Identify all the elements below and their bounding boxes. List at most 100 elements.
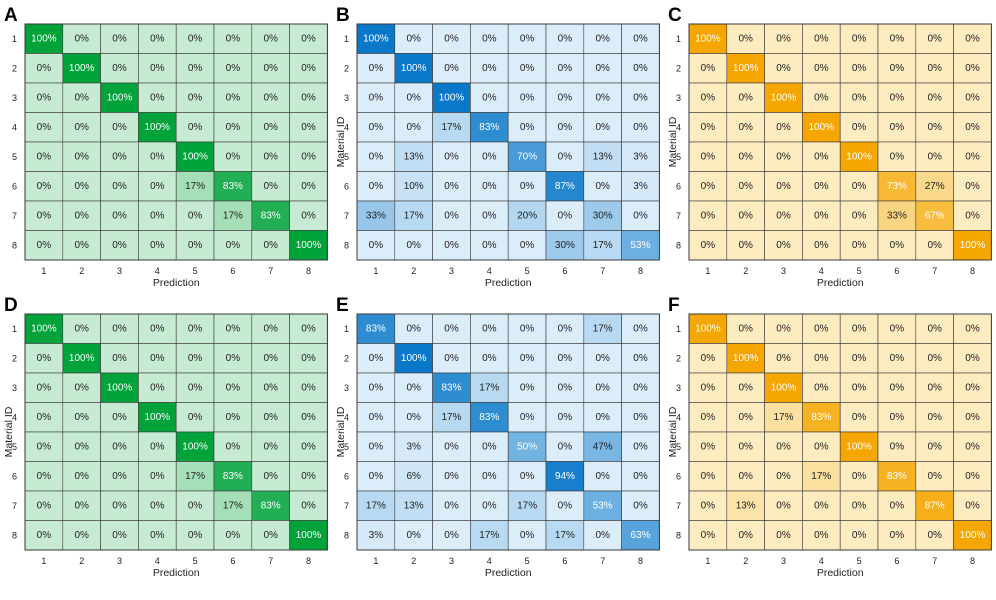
panel-a-cell-label: 0% — [226, 92, 241, 103]
panel-a-cell — [138, 112, 177, 143]
panel-e-cell — [545, 402, 585, 433]
panel-c-cell-label: 0% — [927, 33, 942, 44]
panel-f-cell-label: 17% — [811, 471, 831, 482]
panel-c-cell-label: 0% — [890, 63, 905, 74]
panel-b: B 100% 0% 0% 0% 0% 0% 0% 0% 0% 100% 0% 0% 0% 0% 0% 0% 0% 0… — [335, 5, 660, 289]
panel-d-x-tick: 2 — [79, 556, 84, 566]
panel-c-cell — [764, 23, 803, 54]
panel-f-cell-label: 100% — [960, 530, 986, 541]
panel-b-cell-label: 0% — [633, 92, 648, 103]
panel-b-cell — [394, 23, 433, 54]
panel-c-y-tick: 7 — [676, 211, 681, 221]
panel-f-cell-label: 0% — [965, 412, 980, 423]
panel-e-cell-label: 17% — [517, 500, 537, 511]
panel-b-x-tick: 2 — [411, 266, 416, 276]
panel-f-cell — [953, 520, 992, 551]
panel-b-cell-label: 0% — [633, 33, 648, 44]
panel-e-cell-label: 0% — [482, 500, 497, 511]
panel-c-cell — [764, 141, 803, 172]
panel-b-cell-label: 0% — [369, 92, 384, 103]
panel-e-cell — [583, 490, 622, 521]
panel-f-cell — [915, 431, 954, 462]
panel-f-cell — [726, 431, 765, 462]
panel-c-cell-label: 100% — [771, 92, 797, 103]
panel-a-cell-label: 0% — [301, 210, 316, 221]
panel-c-cell-label: 0% — [965, 210, 980, 221]
panel-d-cell-label: 0% — [226, 323, 241, 334]
panel-f-cell-label: 100% — [733, 353, 759, 364]
panel-b-cell-label: 100% — [363, 33, 389, 44]
panel-c-y-tick: 3 — [676, 93, 681, 103]
panel-f-cell-label: 0% — [927, 353, 942, 364]
panel-a-cell — [251, 171, 290, 202]
panel-a-cell — [175, 200, 215, 231]
panel-a-cell-label: 0% — [74, 92, 89, 103]
panel-d-y-tick: 1 — [12, 324, 17, 334]
panel-a-cell — [251, 82, 290, 113]
panel-f-cell-label: 0% — [927, 382, 942, 393]
panel-d-cell — [175, 461, 215, 492]
panel-e-cell-label: 0% — [406, 530, 421, 541]
panel-c-cell — [953, 82, 992, 113]
panel-e-cell — [432, 431, 471, 462]
panel-f-y-tick: 7 — [676, 501, 681, 511]
panel-d-cell — [62, 372, 101, 403]
panel-b-cell-label: 0% — [520, 92, 535, 103]
panel-f-cell — [726, 490, 765, 521]
panel-e-cell-label: 17% — [479, 530, 499, 541]
panel-b-cell-label: 0% — [520, 240, 535, 251]
panel-c-cell — [688, 230, 728, 261]
panel-a-cell-label: 0% — [37, 210, 52, 221]
panel-f-cell — [726, 372, 765, 403]
panel-a-cell-label: 0% — [226, 63, 241, 74]
panel-b-cell — [545, 171, 585, 202]
panel-c-cell-label: 0% — [814, 210, 829, 221]
panel-f-cell — [839, 402, 879, 433]
panel-f-cell-label: 0% — [890, 441, 905, 452]
panel-d-cell-label: 83% — [261, 500, 281, 511]
panel-c-cell — [953, 53, 992, 84]
panel-c-cell-label: 0% — [776, 63, 791, 74]
panel-f-cell-label: 100% — [695, 323, 721, 334]
panel-f-x-tick: 4 — [819, 556, 824, 566]
panel-c-cell-label: 0% — [814, 151, 829, 162]
panel-e-cell — [470, 490, 509, 521]
panel-b-cell-label: 0% — [558, 122, 573, 133]
panel-a-cell-label: 0% — [150, 240, 165, 251]
panel-a-cell-label: 0% — [188, 240, 203, 251]
panel-f-cell-label: 0% — [701, 412, 716, 423]
panel-d-cell — [251, 520, 290, 551]
panel-c-cell-label: 0% — [890, 92, 905, 103]
panel-e-cell-label: 0% — [369, 353, 384, 364]
panel-e-cell — [583, 343, 622, 374]
panel-d-cell — [138, 343, 177, 374]
panel-e-cell — [507, 343, 547, 374]
panel-b-cell-label: 83% — [479, 122, 499, 133]
panel-c-cell — [726, 82, 765, 113]
panel-d-cell — [213, 490, 253, 521]
panel-c-cell-label: 0% — [927, 122, 942, 133]
panel-e-cell — [621, 520, 660, 551]
panel-f-cell — [839, 313, 879, 344]
panel-d-cell — [100, 372, 139, 403]
panel-c-x-tick: 8 — [970, 266, 975, 276]
panel-f-cell-label: 0% — [965, 441, 980, 452]
panel-f-cell-label: 0% — [776, 500, 791, 511]
panel-f-cell-label: 0% — [852, 530, 867, 541]
panel-b-cell — [356, 23, 396, 54]
panel-b-cell — [394, 230, 433, 261]
panel-e-cell-label: 0% — [406, 382, 421, 393]
panel-a-cell-label: 0% — [188, 63, 203, 74]
panel-e-y-tick: 6 — [344, 471, 349, 481]
panel-e-cell-label: 0% — [406, 412, 421, 423]
panel-c-letter: C — [668, 5, 682, 26]
panel-e-cell — [470, 402, 509, 433]
panel-e-cell-label: 0% — [520, 382, 535, 393]
panel-e-cell — [545, 313, 585, 344]
panel-f-cell-label: 0% — [852, 500, 867, 511]
panel-b-cell-label: 0% — [558, 151, 573, 162]
panel-d-y-tick: 7 — [12, 501, 17, 511]
panel-f-cell — [764, 520, 803, 551]
panel-c-cell — [764, 82, 803, 113]
panel-b-cell-label: 0% — [444, 181, 459, 192]
